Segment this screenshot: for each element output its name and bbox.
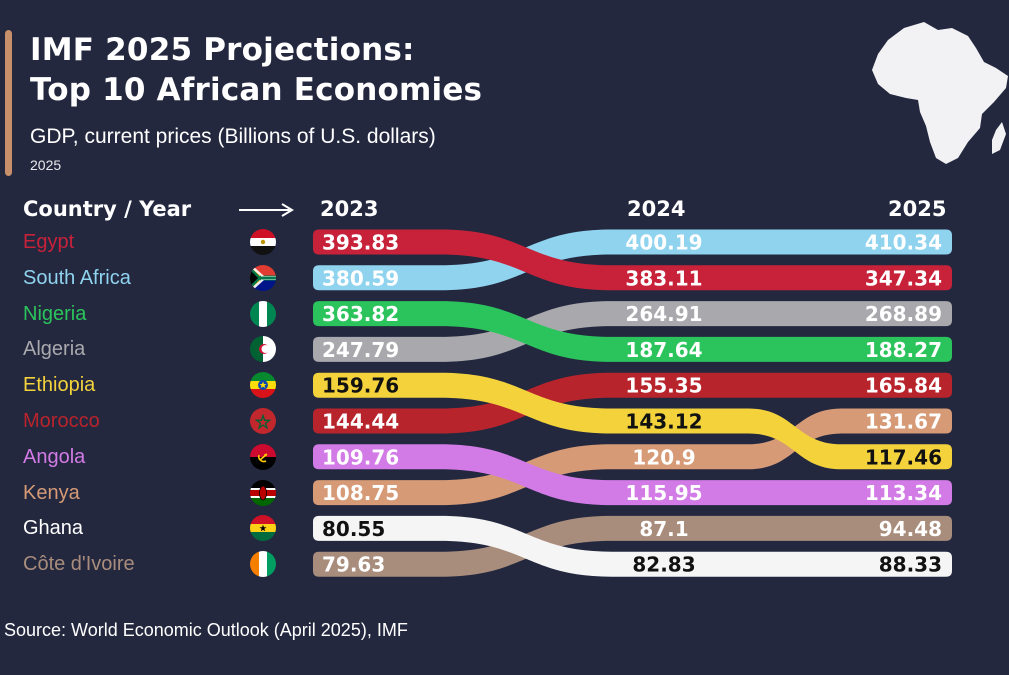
band-morocco: [313, 372, 952, 434]
morocco-flag-icon: [250, 408, 276, 434]
value-label-co-te-d-ivoire-2023: 79.63: [322, 553, 385, 577]
value-label-egypt-2024: 383.11: [625, 266, 702, 290]
nigeria-flag-icon: [250, 300, 276, 327]
value-label-co-te-d-ivoire-2025: 94.48: [879, 517, 942, 541]
country-label-nigeria: Nigeria: [23, 302, 87, 325]
value-label-morocco-2024: 155.35: [625, 374, 702, 398]
title-line-1: IMF 2025 Projections:: [30, 32, 415, 68]
country-label-south-africa: South Africa: [23, 266, 131, 289]
country-label-egypt: Egypt: [23, 231, 75, 253]
value-label-south-africa-2025: 410.34: [865, 231, 942, 255]
cote-divoire-flag-icon: [250, 551, 276, 578]
year-note: 2025: [30, 157, 62, 173]
band-co-te-d-ivoire: [313, 515, 952, 577]
arrow-right-icon: [239, 203, 294, 217]
country-label-ghana: Ghana: [23, 517, 84, 540]
value-label-ethiopia-2025: 117.46: [865, 445, 942, 469]
band-algeria: [313, 301, 952, 362]
page-title: IMF 2025 Projections: Top 10 African Eco…: [30, 30, 670, 110]
title-accent-bar: [5, 30, 12, 176]
band-south-africa: [313, 229, 952, 291]
value-label-ethiopia-2024: 143.12: [625, 410, 702, 434]
source-note: Source: World Economic Outlook (April 20…: [4, 620, 408, 640]
value-label-south-africa-2024: 400.19: [625, 231, 702, 255]
year-header-2023: 2023: [320, 197, 379, 221]
value-label-angola-2025: 113.34: [865, 481, 942, 505]
country-label-angola: Angola: [23, 445, 86, 468]
value-label-ghana-2024: 82.83: [632, 553, 695, 577]
band-ethiopia: [313, 372, 952, 470]
band-angola: [313, 444, 952, 506]
value-label-algeria-2023: 247.79: [322, 338, 399, 362]
ethiopia-flag-icon: [250, 372, 276, 399]
country-label-kenya: Kenya: [23, 481, 80, 504]
ghana-flag-icon: [250, 515, 276, 542]
value-label-angola-2023: 109.76: [322, 445, 399, 469]
algeria-flag-icon: [250, 336, 276, 363]
value-label-nigeria-2024: 187.64: [625, 338, 702, 362]
country-label-ethiopia: Ethiopia: [23, 374, 96, 397]
value-label-ethiopia-2023: 159.76: [322, 374, 399, 398]
year-header-2024: 2024: [627, 197, 686, 221]
band-nigeria: [313, 301, 952, 362]
value-label-nigeria-2023: 363.82: [322, 302, 399, 326]
value-label-co-te-d-ivoire-2024: 87.1: [639, 517, 688, 541]
value-label-egypt-2025: 347.34: [865, 266, 942, 290]
value-label-morocco-2023: 144.44: [322, 410, 399, 434]
country-label-morocco: Morocco: [23, 410, 100, 432]
chart-subtitle: GDP, current prices (Billions of U.S. do…: [30, 125, 436, 148]
year-header-2025: 2025: [888, 197, 947, 221]
egypt-flag-icon: [250, 229, 276, 255]
value-label-ghana-2025: 88.33: [879, 553, 942, 577]
title-line-2: Top 10 African Economies: [30, 72, 483, 108]
value-label-egypt-2023: 393.83: [322, 231, 399, 255]
value-label-ghana-2023: 80.55: [322, 517, 385, 541]
value-label-south-africa-2023: 380.59: [322, 266, 399, 290]
country-label-cote-divoire: Côte d'Ivoire: [23, 553, 135, 576]
band-egypt: [313, 229, 952, 291]
africa-map-icon: [872, 22, 1008, 164]
value-label-algeria-2024: 264.91: [625, 302, 702, 326]
south-africa-flag-icon: [250, 264, 276, 291]
band-ghana: [313, 515, 952, 577]
value-label-nigeria-2025: 188.27: [865, 338, 942, 362]
angola-flag-icon: [250, 443, 276, 470]
value-label-morocco-2025: 165.84: [865, 374, 942, 398]
value-label-kenya-2024: 120.9: [632, 445, 695, 469]
kenya-flag-icon: [250, 479, 276, 506]
country-label-algeria: Algeria: [23, 338, 86, 361]
value-label-kenya-2023: 108.75: [322, 481, 399, 505]
value-label-kenya-2025: 131.67: [865, 410, 942, 434]
value-label-algeria-2025: 268.89: [865, 302, 942, 326]
value-label-angola-2024: 115.95: [625, 481, 702, 505]
column-header-country: Country / Year: [23, 197, 192, 221]
